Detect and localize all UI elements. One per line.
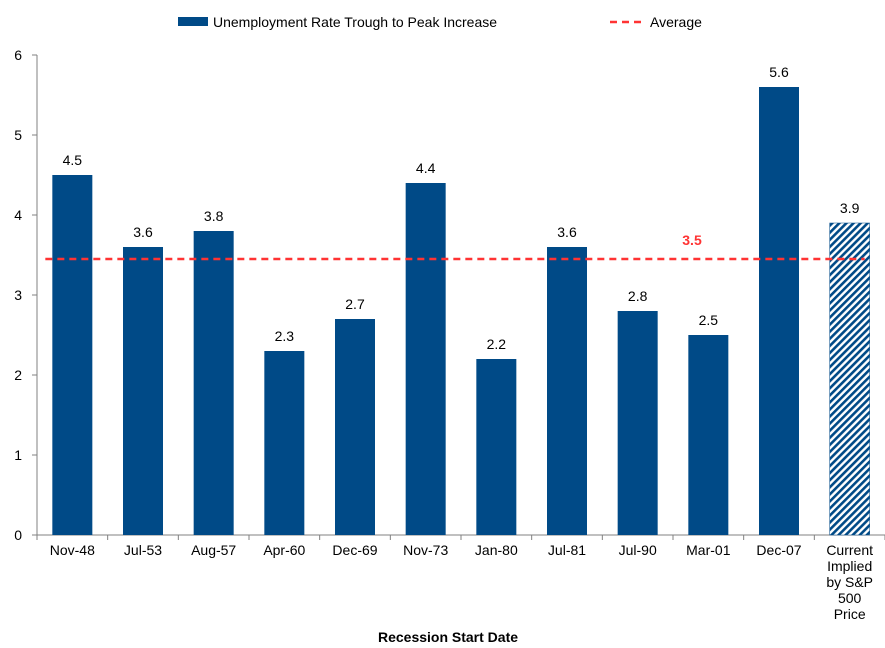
data-label: 4.4 (416, 160, 436, 176)
x-axis-title: Recession Start Date (378, 629, 518, 645)
x-tick-label: Dec-07 (756, 542, 801, 558)
y-tick-label: 1 (14, 447, 22, 463)
bar-implied (829, 222, 870, 536)
x-tick-label: Mar-01 (686, 542, 731, 558)
data-label: 2.8 (628, 288, 648, 304)
legend-bar-label: Unemployment Rate Trough to Peak Increas… (213, 14, 497, 30)
x-tick-label: Nov-73 (403, 542, 448, 558)
x-tick-label: Aug-57 (191, 542, 236, 558)
bar (547, 247, 587, 535)
bars (52, 87, 870, 536)
legend-average-label: Average (650, 14, 702, 30)
data-label: 4.5 (63, 152, 83, 168)
data-label: 2.3 (275, 328, 295, 344)
x-axis: Nov-48 Jul-53 Aug-57 Apr-60 Dec-69 Nov-73 Jan-… (36, 534, 885, 622)
x-tick-label: Apr-60 (263, 542, 305, 558)
data-label: 5.6 (769, 64, 789, 80)
data-label: 2.7 (345, 296, 365, 312)
y-tick-label: 4 (14, 207, 22, 223)
y-tick-label: 2 (14, 367, 22, 383)
x-tick-label: Jan-80 (475, 542, 518, 558)
data-label: 3.8 (204, 208, 224, 224)
y-axis: 0 1 2 3 4 5 6 (14, 47, 38, 543)
x-tick-label: Jul-90 (619, 542, 657, 558)
y-tick-label: 0 (14, 527, 22, 543)
average-line-group: 3.5 (45, 232, 865, 261)
x-tick-label: Current Implied by S&P 500 Price (826, 542, 873, 622)
data-label: 3.9 (840, 200, 860, 216)
bar (617, 311, 658, 535)
x-tick-label: Jul-81 (548, 542, 586, 558)
legend-bar-swatch (178, 17, 208, 26)
bar (335, 319, 375, 535)
bar (759, 87, 799, 535)
bar (123, 247, 163, 535)
bar (193, 231, 234, 535)
data-label: 3.6 (133, 224, 153, 240)
bar (405, 183, 446, 535)
legend: Unemployment Rate Trough to Peak Increas… (178, 14, 702, 30)
bar (688, 335, 729, 535)
data-label: 2.5 (699, 312, 719, 328)
bar (264, 351, 305, 535)
y-tick-label: 6 (14, 47, 22, 63)
y-tick-label: 5 (14, 127, 22, 143)
data-labels: 4.5 3.6 3.8 2.3 2.7 4.4 2.2 3.6 2.8 2.5 5.6 3.9 (63, 64, 860, 352)
y-tick-label: 3 (14, 287, 22, 303)
average-label: 3.5 (682, 232, 702, 248)
x-tick-label: Jul-53 (124, 542, 162, 558)
x-tick-label: Nov-48 (50, 542, 95, 558)
x-tick-label: Dec-69 (332, 542, 377, 558)
data-label: 2.2 (487, 336, 507, 352)
bar (52, 175, 93, 535)
data-label: 3.6 (557, 224, 577, 240)
bar (476, 359, 517, 535)
